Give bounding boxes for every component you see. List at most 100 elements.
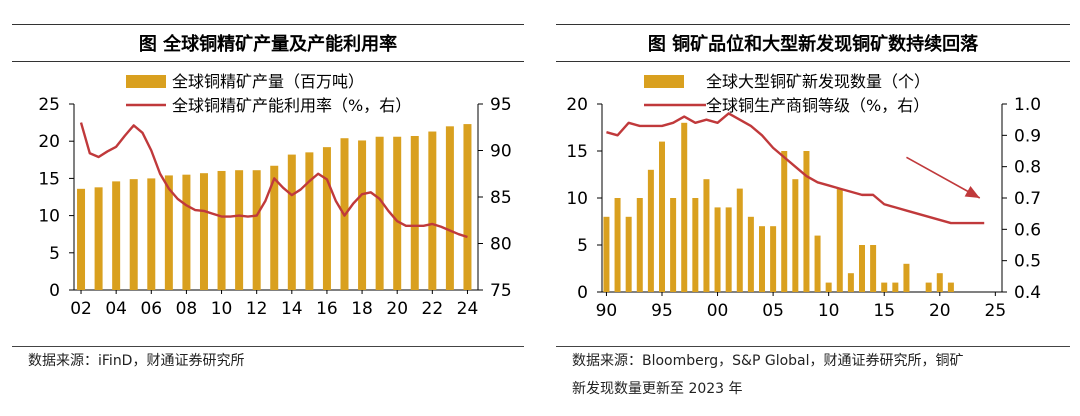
bar bbox=[636, 198, 643, 292]
bar bbox=[814, 235, 821, 292]
y-right-tick-label: 90 bbox=[490, 142, 512, 162]
y-right-tick-label: 0.5 bbox=[1014, 252, 1041, 272]
divider-right bbox=[556, 346, 1070, 347]
bar bbox=[836, 188, 843, 292]
y-left-tick-label: 15 bbox=[566, 142, 588, 162]
source-right-line2: 新发现数量更新至 2023 年 bbox=[572, 381, 743, 397]
y-right-tick-label: 80 bbox=[490, 235, 512, 255]
bar bbox=[714, 207, 721, 292]
legend-line-label: 全球铜精矿产能利用率（%，右） bbox=[172, 96, 411, 115]
x-tick-label: 02 bbox=[70, 299, 92, 319]
x-tick-label: 14 bbox=[281, 299, 303, 319]
legend-bar-label: 全球大型铜矿新发现数量（个） bbox=[706, 72, 930, 91]
bar bbox=[164, 175, 173, 290]
y-right-tick-label: 1.0 bbox=[1014, 95, 1041, 115]
y-left-tick-label: 5 bbox=[577, 236, 588, 256]
bar bbox=[428, 131, 437, 290]
bar bbox=[393, 136, 402, 290]
bar bbox=[305, 152, 314, 290]
y-left-tick-label: 0 bbox=[577, 283, 588, 303]
y-right-tick-label: 0.7 bbox=[1014, 189, 1041, 209]
y-left-tick-label: 10 bbox=[38, 207, 60, 227]
copper-grade-line bbox=[606, 112, 985, 225]
bar bbox=[77, 188, 86, 290]
bar bbox=[892, 282, 899, 292]
bar bbox=[147, 178, 156, 290]
x-tick-label: 08 bbox=[176, 299, 198, 319]
bar bbox=[936, 273, 943, 292]
bar bbox=[217, 170, 226, 290]
y-left-tick-label: 10 bbox=[566, 189, 588, 209]
bar bbox=[603, 216, 610, 292]
x-tick-label: 20 bbox=[386, 299, 408, 319]
chart-panel-right: 图 铜矿品位和大型新发现铜矿数持续回落 0 5 10 15 20 0.4 0.5 0.6 0.7… bbox=[556, 0, 1070, 416]
bar bbox=[736, 188, 743, 292]
y-right-tick-label: 0.6 bbox=[1014, 220, 1041, 240]
x-tick-label: 10 bbox=[211, 299, 233, 319]
y-left-tick-label: 25 bbox=[38, 95, 60, 115]
source-left: 数据来源：iFinD，财通证券研究所 bbox=[28, 353, 245, 369]
bar bbox=[925, 282, 932, 292]
y-right-tick-label: 85 bbox=[490, 188, 512, 208]
bar bbox=[410, 135, 419, 290]
y-right-tick-label: 0.9 bbox=[1014, 126, 1041, 146]
divider-left bbox=[12, 346, 524, 347]
bar bbox=[803, 151, 810, 292]
bar bbox=[647, 169, 654, 292]
chart-title-left: 图 全球铜精矿产量及产能利用率 bbox=[12, 24, 524, 62]
bar bbox=[322, 147, 331, 290]
x-tick-label: 15 bbox=[873, 301, 895, 321]
bar bbox=[94, 187, 103, 290]
legend-bar-swatch bbox=[126, 75, 166, 88]
chart-panel-left: 图 全球铜精矿产量及产能利用率 0 5 10 15 20 25 75 80 85 90 95 02 04… bbox=[12, 0, 524, 416]
bar bbox=[759, 226, 765, 292]
bar bbox=[614, 198, 621, 292]
x-tick-label: 25 bbox=[985, 301, 1007, 321]
bar bbox=[859, 245, 865, 292]
bar bbox=[235, 170, 244, 290]
bar bbox=[182, 174, 191, 290]
x-tick-label: 00 bbox=[707, 301, 729, 321]
bar bbox=[747, 216, 754, 292]
x-tick-label: 16 bbox=[316, 299, 338, 319]
legend-line-label: 全球铜生产商铜等级（%，右） bbox=[706, 96, 929, 115]
bar bbox=[270, 165, 279, 290]
bar bbox=[112, 181, 121, 290]
bar bbox=[681, 122, 688, 292]
x-tick-label: 10 bbox=[818, 301, 840, 321]
bar bbox=[792, 179, 799, 292]
y-left-tick-label: 0 bbox=[49, 281, 60, 301]
bar bbox=[199, 173, 208, 290]
legend-bar-label: 全球铜精矿产量（百万吨） bbox=[172, 72, 364, 91]
x-tick-label: 18 bbox=[351, 299, 373, 319]
bar bbox=[252, 170, 261, 290]
x-tick-label: 06 bbox=[140, 299, 162, 319]
legend-bar-swatch bbox=[644, 75, 684, 88]
y-right-tick-label: 0.4 bbox=[1014, 283, 1041, 303]
bar bbox=[781, 151, 788, 292]
bar bbox=[129, 179, 138, 290]
bar bbox=[287, 154, 296, 290]
bar bbox=[870, 245, 877, 292]
bar bbox=[445, 126, 454, 290]
x-tick-label: 95 bbox=[651, 301, 673, 321]
y-left-tick-label: 5 bbox=[49, 244, 60, 264]
bar bbox=[692, 198, 699, 292]
capacity-utilization-line bbox=[79, 122, 468, 239]
y-left-tick-label: 20 bbox=[38, 132, 60, 152]
y-right-tick-label: 95 bbox=[490, 95, 512, 115]
y-right-tick-label: 75 bbox=[490, 281, 512, 301]
source-right-line1: 数据来源：Bloomberg，S&P Global，财通证券研究所，铜矿 bbox=[572, 353, 964, 369]
x-tick-label: 20 bbox=[929, 301, 951, 321]
x-tick-label: 24 bbox=[457, 299, 479, 319]
bar bbox=[847, 273, 854, 292]
x-tick-label: 12 bbox=[246, 299, 268, 319]
bar bbox=[375, 136, 384, 290]
bar bbox=[463, 124, 472, 290]
bar bbox=[625, 216, 632, 292]
bar bbox=[358, 140, 367, 290]
chart-title-right: 图 铜矿品位和大型新发现铜矿数持续回落 bbox=[556, 24, 1070, 62]
y-left-tick-label: 15 bbox=[38, 169, 60, 189]
x-tick-label: 22 bbox=[422, 299, 444, 319]
